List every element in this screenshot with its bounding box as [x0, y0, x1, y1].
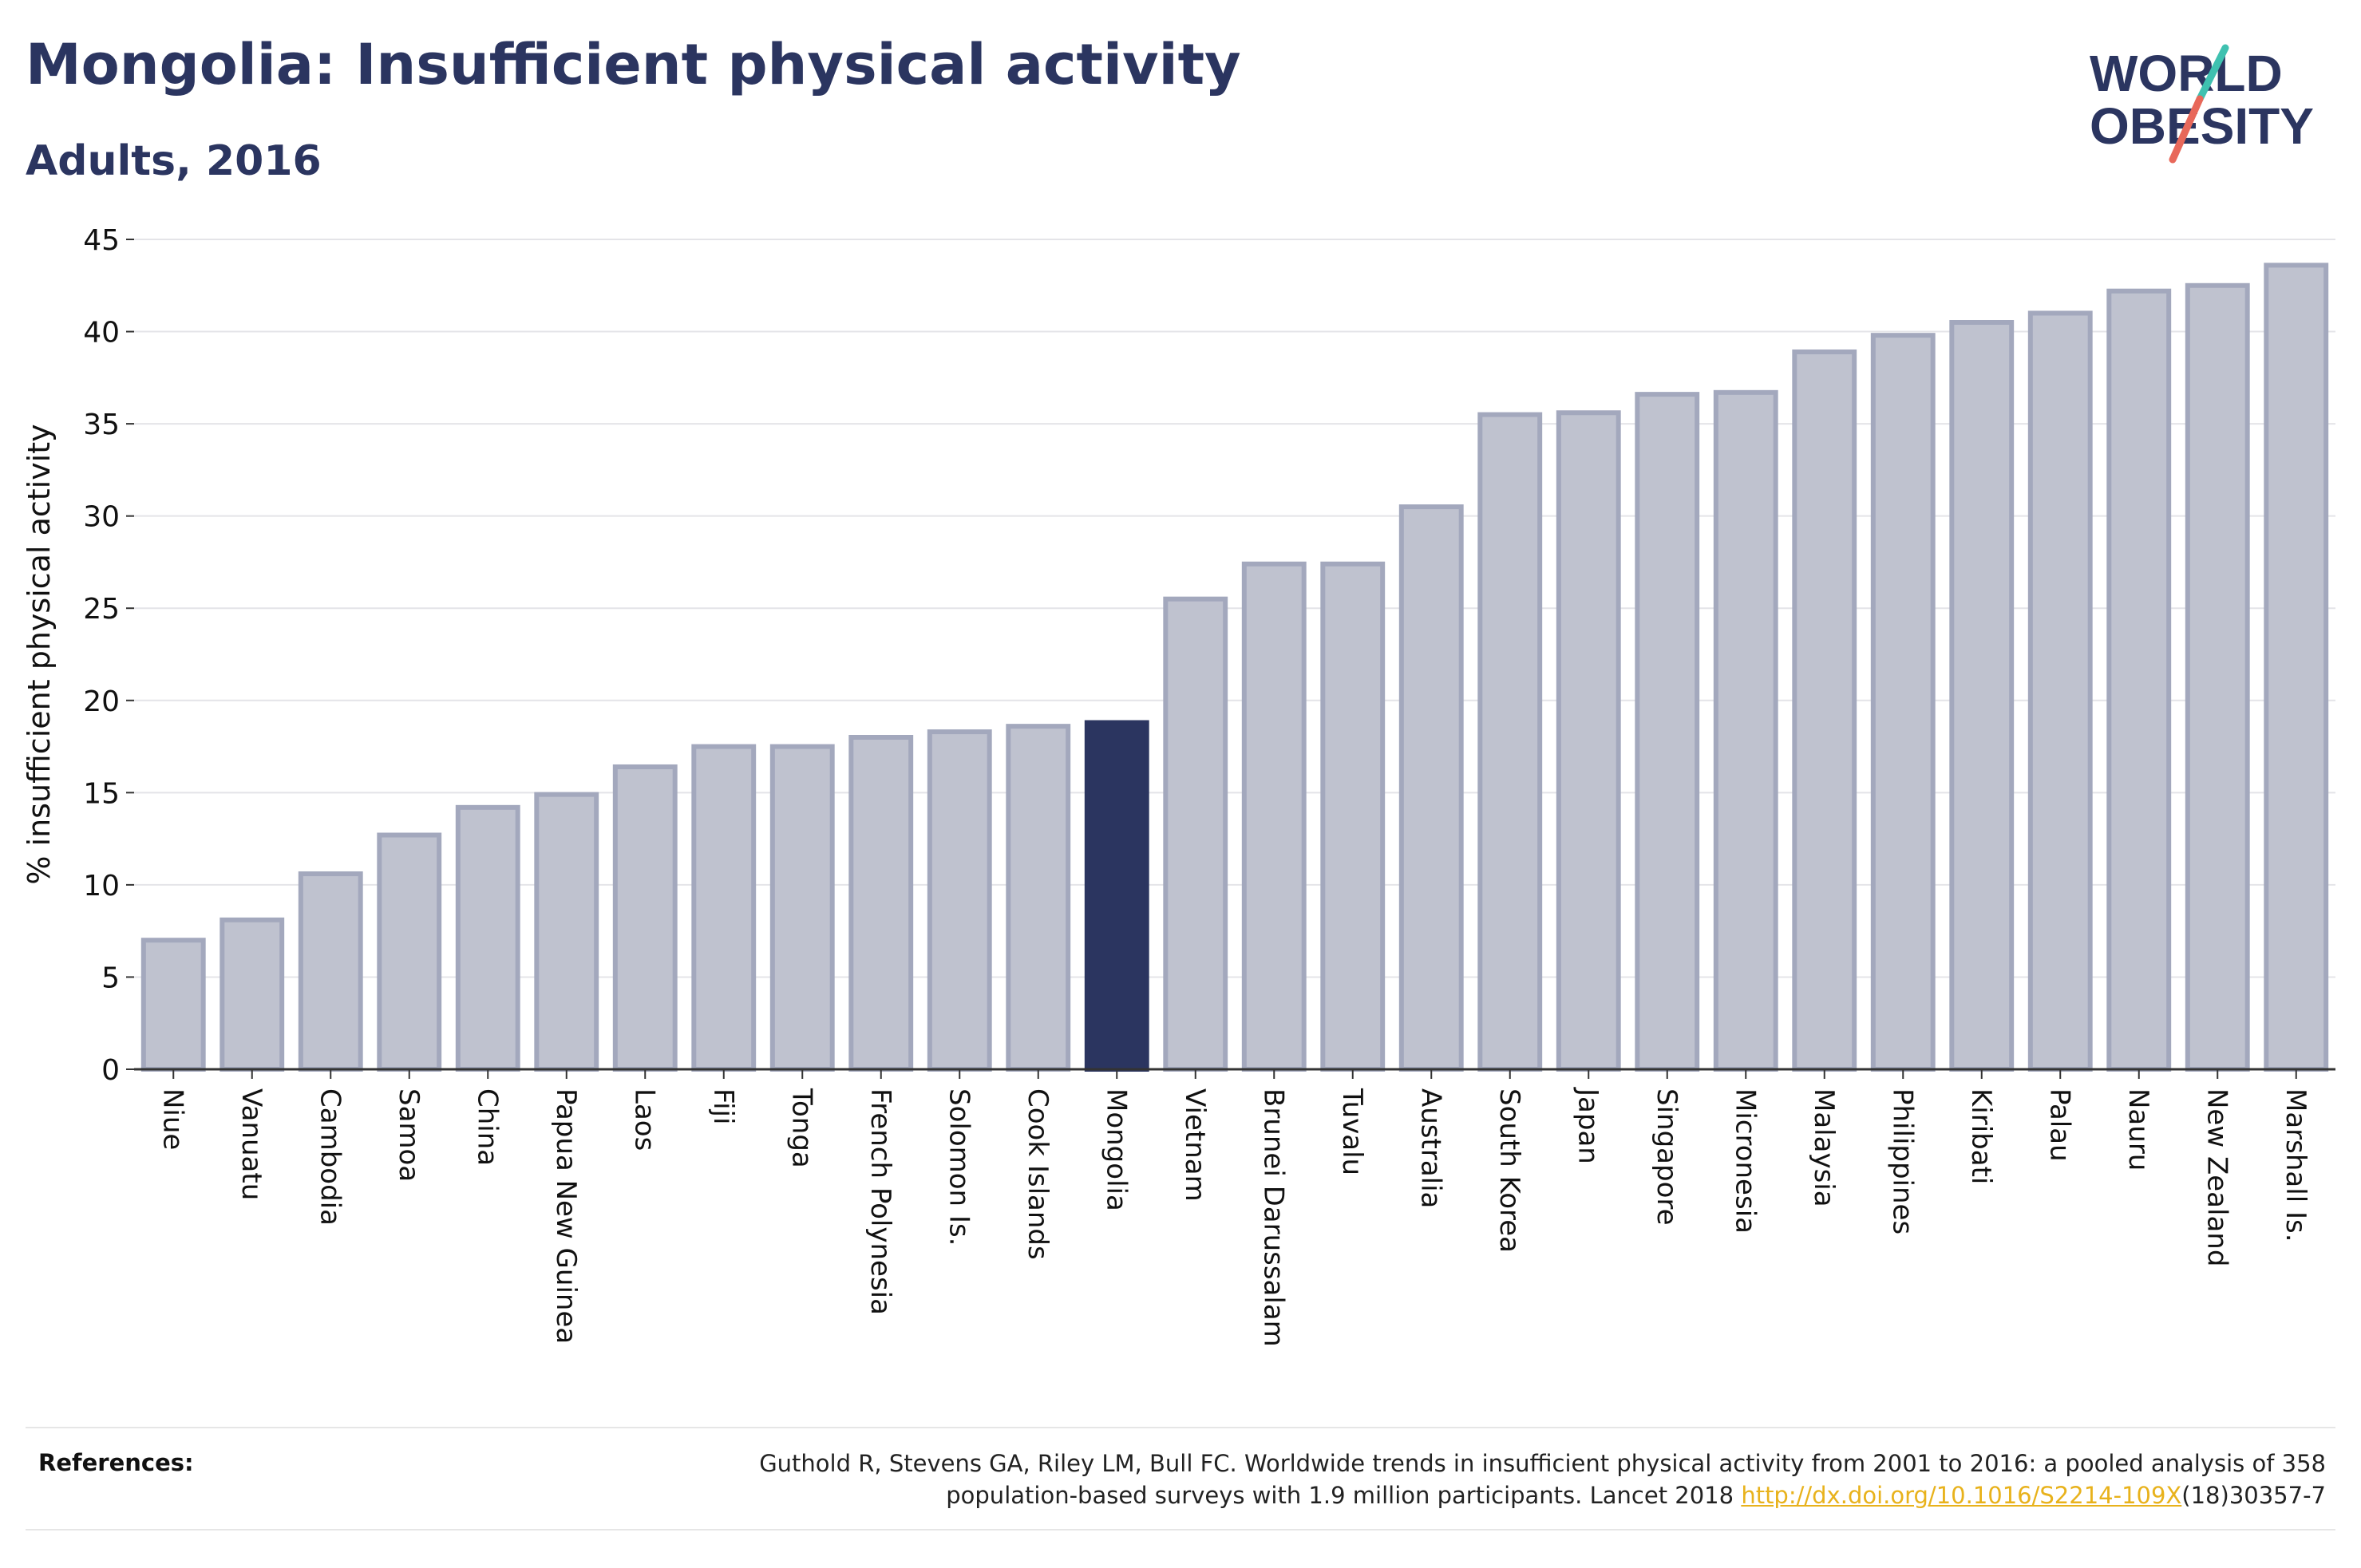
logo-slash-top — [2196, 44, 2229, 103]
page-subtitle: Adults, 2016 — [26, 137, 322, 185]
y-tick-label: 35 — [83, 409, 120, 441]
bar-papua-new-guinea — [534, 792, 599, 1072]
x-tick-label: Solomon Is. — [943, 1088, 975, 1246]
x-tick-label: Malaysia — [1808, 1088, 1840, 1207]
y-tick-label: 10 — [83, 870, 120, 902]
x-tick-label: Japan — [1572, 1087, 1604, 1164]
bar-cambodia — [298, 871, 363, 1072]
x-tick-label: Kiribati — [1965, 1088, 1997, 1184]
bar-laos — [612, 764, 678, 1072]
references-box: References: Guthold R, Stevens GA, Riley… — [26, 1427, 2335, 1530]
y-tick-label: 20 — [83, 685, 120, 718]
x-tick-label: Cambodia — [314, 1088, 346, 1226]
x-tick-label: Vietnam — [1179, 1088, 1211, 1202]
x-tick-label: Samoa — [393, 1088, 425, 1182]
bars — [140, 263, 2329, 1072]
x-tick-label: Palau — [2043, 1088, 2075, 1162]
bar-tuvalu — [1320, 561, 1386, 1072]
references-line1: Guthold R, Stevens GA, Riley LM, Bull FC… — [759, 1450, 2326, 1477]
x-tick-label: French Polynesia — [864, 1088, 896, 1315]
y-tick-label: 45 — [83, 224, 120, 257]
y-tick-label: 5 — [101, 962, 120, 994]
x-tick-label: Philippines — [1886, 1088, 1918, 1234]
bar-cook-islands — [1006, 724, 1071, 1072]
bar-malaysia — [1792, 349, 1857, 1072]
x-tick-label: Nauru — [2122, 1088, 2154, 1171]
bar-marshall-is — [2264, 263, 2329, 1072]
bar-vietnam — [1163, 596, 1228, 1072]
x-tick-label: Brunei Darussalam — [1257, 1088, 1289, 1347]
references-line2-start: population-based surveys with 1.9 millio… — [946, 1482, 1742, 1509]
x-axis-ticks: Niue Vanuatu Cambodia Samoa China Papua New G… — [156, 1069, 2312, 1347]
y-tick-label: 15 — [83, 777, 120, 810]
x-tick-label: Australia — [1414, 1088, 1446, 1208]
x-tick-label: Fiji — [707, 1088, 739, 1124]
x-tick-label: Papua New Guinea — [550, 1088, 582, 1344]
bar-australia — [1398, 504, 1464, 1072]
references-line2-end: (18)30357-7 — [2181, 1482, 2326, 1509]
x-tick-label: Micronesia — [1729, 1088, 1761, 1234]
bar-mongolia — [1084, 720, 1149, 1072]
y-tick-label: 25 — [83, 593, 120, 626]
bar-french-polynesia — [848, 735, 914, 1072]
page-title: Mongolia: Insufficient physical activity — [26, 32, 1241, 97]
bar-fiji — [691, 744, 757, 1072]
bar-south-korea — [1477, 412, 1543, 1072]
x-tick-label: Marshall Is. — [2280, 1088, 2312, 1242]
bar-palau — [2027, 310, 2093, 1072]
x-tick-label: Vanuatu — [235, 1088, 267, 1200]
x-tick-label: South Korea — [1493, 1088, 1525, 1253]
y-tick-label: 0 — [101, 1054, 120, 1087]
x-tick-label: Tonga — [785, 1088, 817, 1168]
bar-samoa — [377, 832, 442, 1072]
bar-brunei-darussalam — [1241, 561, 1307, 1072]
bar-chart: 0 5 10 15 20 25 30 35 40 45 Niue Vanuatu Cambodia Sa… — [22, 224, 2335, 1347]
bar-nauru — [2106, 288, 2172, 1072]
x-tick-label: Mongolia — [1100, 1088, 1132, 1211]
y-axis-label: % insufficient physical activity — [22, 424, 57, 884]
bar-niue — [140, 938, 206, 1072]
x-tick-label: Laos — [628, 1088, 660, 1151]
bar-china — [455, 804, 520, 1072]
bar-micronesia — [1713, 389, 1778, 1072]
bar-new-zealand — [2185, 282, 2250, 1072]
logo-line2: OBESITY — [2090, 97, 2314, 155]
y-tick-label: 30 — [83, 501, 120, 534]
bar-solomon-is — [927, 729, 992, 1072]
x-tick-label: Niue — [156, 1088, 188, 1150]
bar-vanuatu — [219, 917, 285, 1072]
references-doi-link[interactable]: http://dx.doi.org/10.1016/S2214-109X — [1741, 1482, 2182, 1509]
x-tick-label: Tuvalu — [1336, 1088, 1368, 1175]
bar-japan — [1556, 410, 1621, 1072]
x-tick-label: Singapore — [1651, 1088, 1683, 1226]
world-obesity-logo: WORLD OBESITY — [2090, 44, 2314, 164]
bar-kiribati — [1949, 320, 2015, 1072]
logo-line1: WORLD — [2090, 45, 2283, 102]
logo-slash-bottom — [2169, 95, 2204, 164]
bar-singapore — [1635, 392, 1700, 1072]
x-tick-label: China — [471, 1088, 503, 1166]
y-axis-ticks: 0 5 10 15 20 25 30 35 40 45 — [83, 224, 134, 1087]
bar-tonga — [769, 744, 835, 1072]
x-tick-label: Cook Islands — [1022, 1088, 1054, 1260]
references-label: References: — [38, 1449, 194, 1476]
x-tick-label: New Zealand — [2201, 1088, 2232, 1266]
references-text: Guthold R, Stevens GA, Riley LM, Bull FC… — [570, 1448, 2326, 1511]
bar-philippines — [1870, 333, 1936, 1072]
y-tick-label: 40 — [83, 317, 120, 350]
